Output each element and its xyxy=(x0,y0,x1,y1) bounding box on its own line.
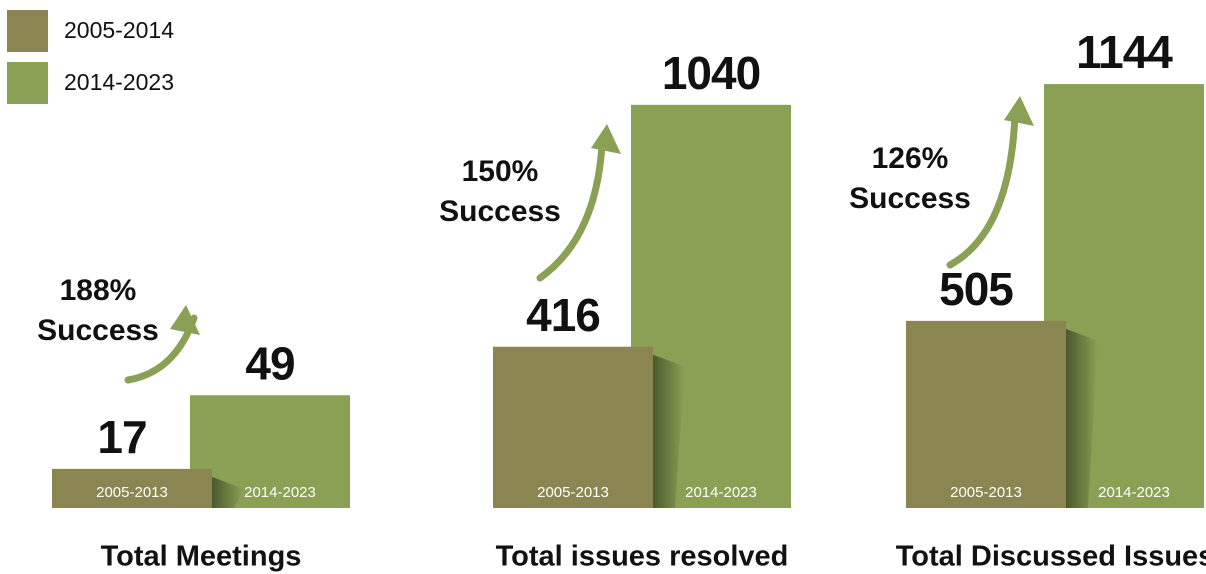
value-label: 17 xyxy=(97,411,146,463)
arrow xyxy=(536,141,606,282)
annotation: Success xyxy=(849,182,971,215)
arrow-head xyxy=(591,124,621,154)
arrow-head xyxy=(1004,96,1034,126)
arrow-head xyxy=(170,305,200,335)
category-label: 2014-2023 xyxy=(1098,484,1170,501)
category-label: 2005-2013 xyxy=(950,484,1022,501)
legend-swatch xyxy=(7,62,48,104)
category-label: 2005-2013 xyxy=(537,484,609,501)
bar xyxy=(493,346,653,508)
value-label: 49 xyxy=(245,337,294,389)
arrow xyxy=(946,111,1019,269)
annotation: Success xyxy=(37,314,159,347)
category-label: 2005-2013 xyxy=(96,484,168,501)
legend-swatch xyxy=(7,10,48,52)
value-label: 505 xyxy=(939,263,1013,315)
chart-title: Total Discussed Issues xyxy=(896,541,1206,573)
chart-title: Total Meetings xyxy=(101,541,302,573)
bar xyxy=(906,320,1066,508)
chart-title: Total issues resolved xyxy=(496,541,789,573)
annotation: 188% xyxy=(60,274,137,307)
annotation: Success xyxy=(439,195,561,228)
value-label: 416 xyxy=(526,289,600,341)
bar xyxy=(52,468,212,508)
legend-label: 2014-2023 xyxy=(64,69,174,95)
annotation: 126% xyxy=(872,142,949,175)
category-label: 2014-2023 xyxy=(685,484,757,501)
bar-shadow xyxy=(1066,328,1098,508)
annotation: 150% xyxy=(462,155,539,188)
bar-shadow xyxy=(212,476,244,508)
value-label: 1040 xyxy=(662,47,760,99)
bar-shadow xyxy=(653,354,685,508)
value-label: 1144 xyxy=(1076,26,1173,78)
category-label: 2014-2023 xyxy=(244,484,316,501)
legend-label: 2005-2014 xyxy=(64,17,174,43)
